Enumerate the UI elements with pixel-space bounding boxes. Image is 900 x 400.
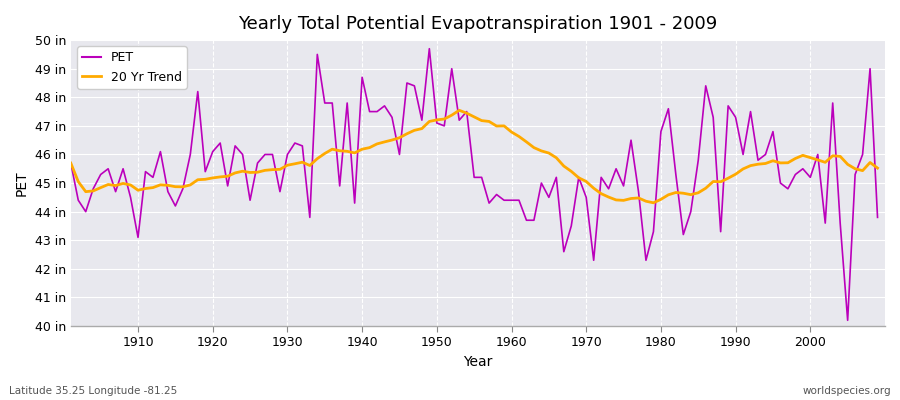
Legend: PET, 20 Yr Trend: PET, 20 Yr Trend xyxy=(77,46,187,89)
Title: Yearly Total Potential Evapotranspiration 1901 - 2009: Yearly Total Potential Evapotranspiratio… xyxy=(238,15,717,33)
Text: worldspecies.org: worldspecies.org xyxy=(803,386,891,396)
Y-axis label: PET: PET xyxy=(15,170,29,196)
X-axis label: Year: Year xyxy=(464,355,492,369)
Text: Latitude 35.25 Longitude -81.25: Latitude 35.25 Longitude -81.25 xyxy=(9,386,177,396)
